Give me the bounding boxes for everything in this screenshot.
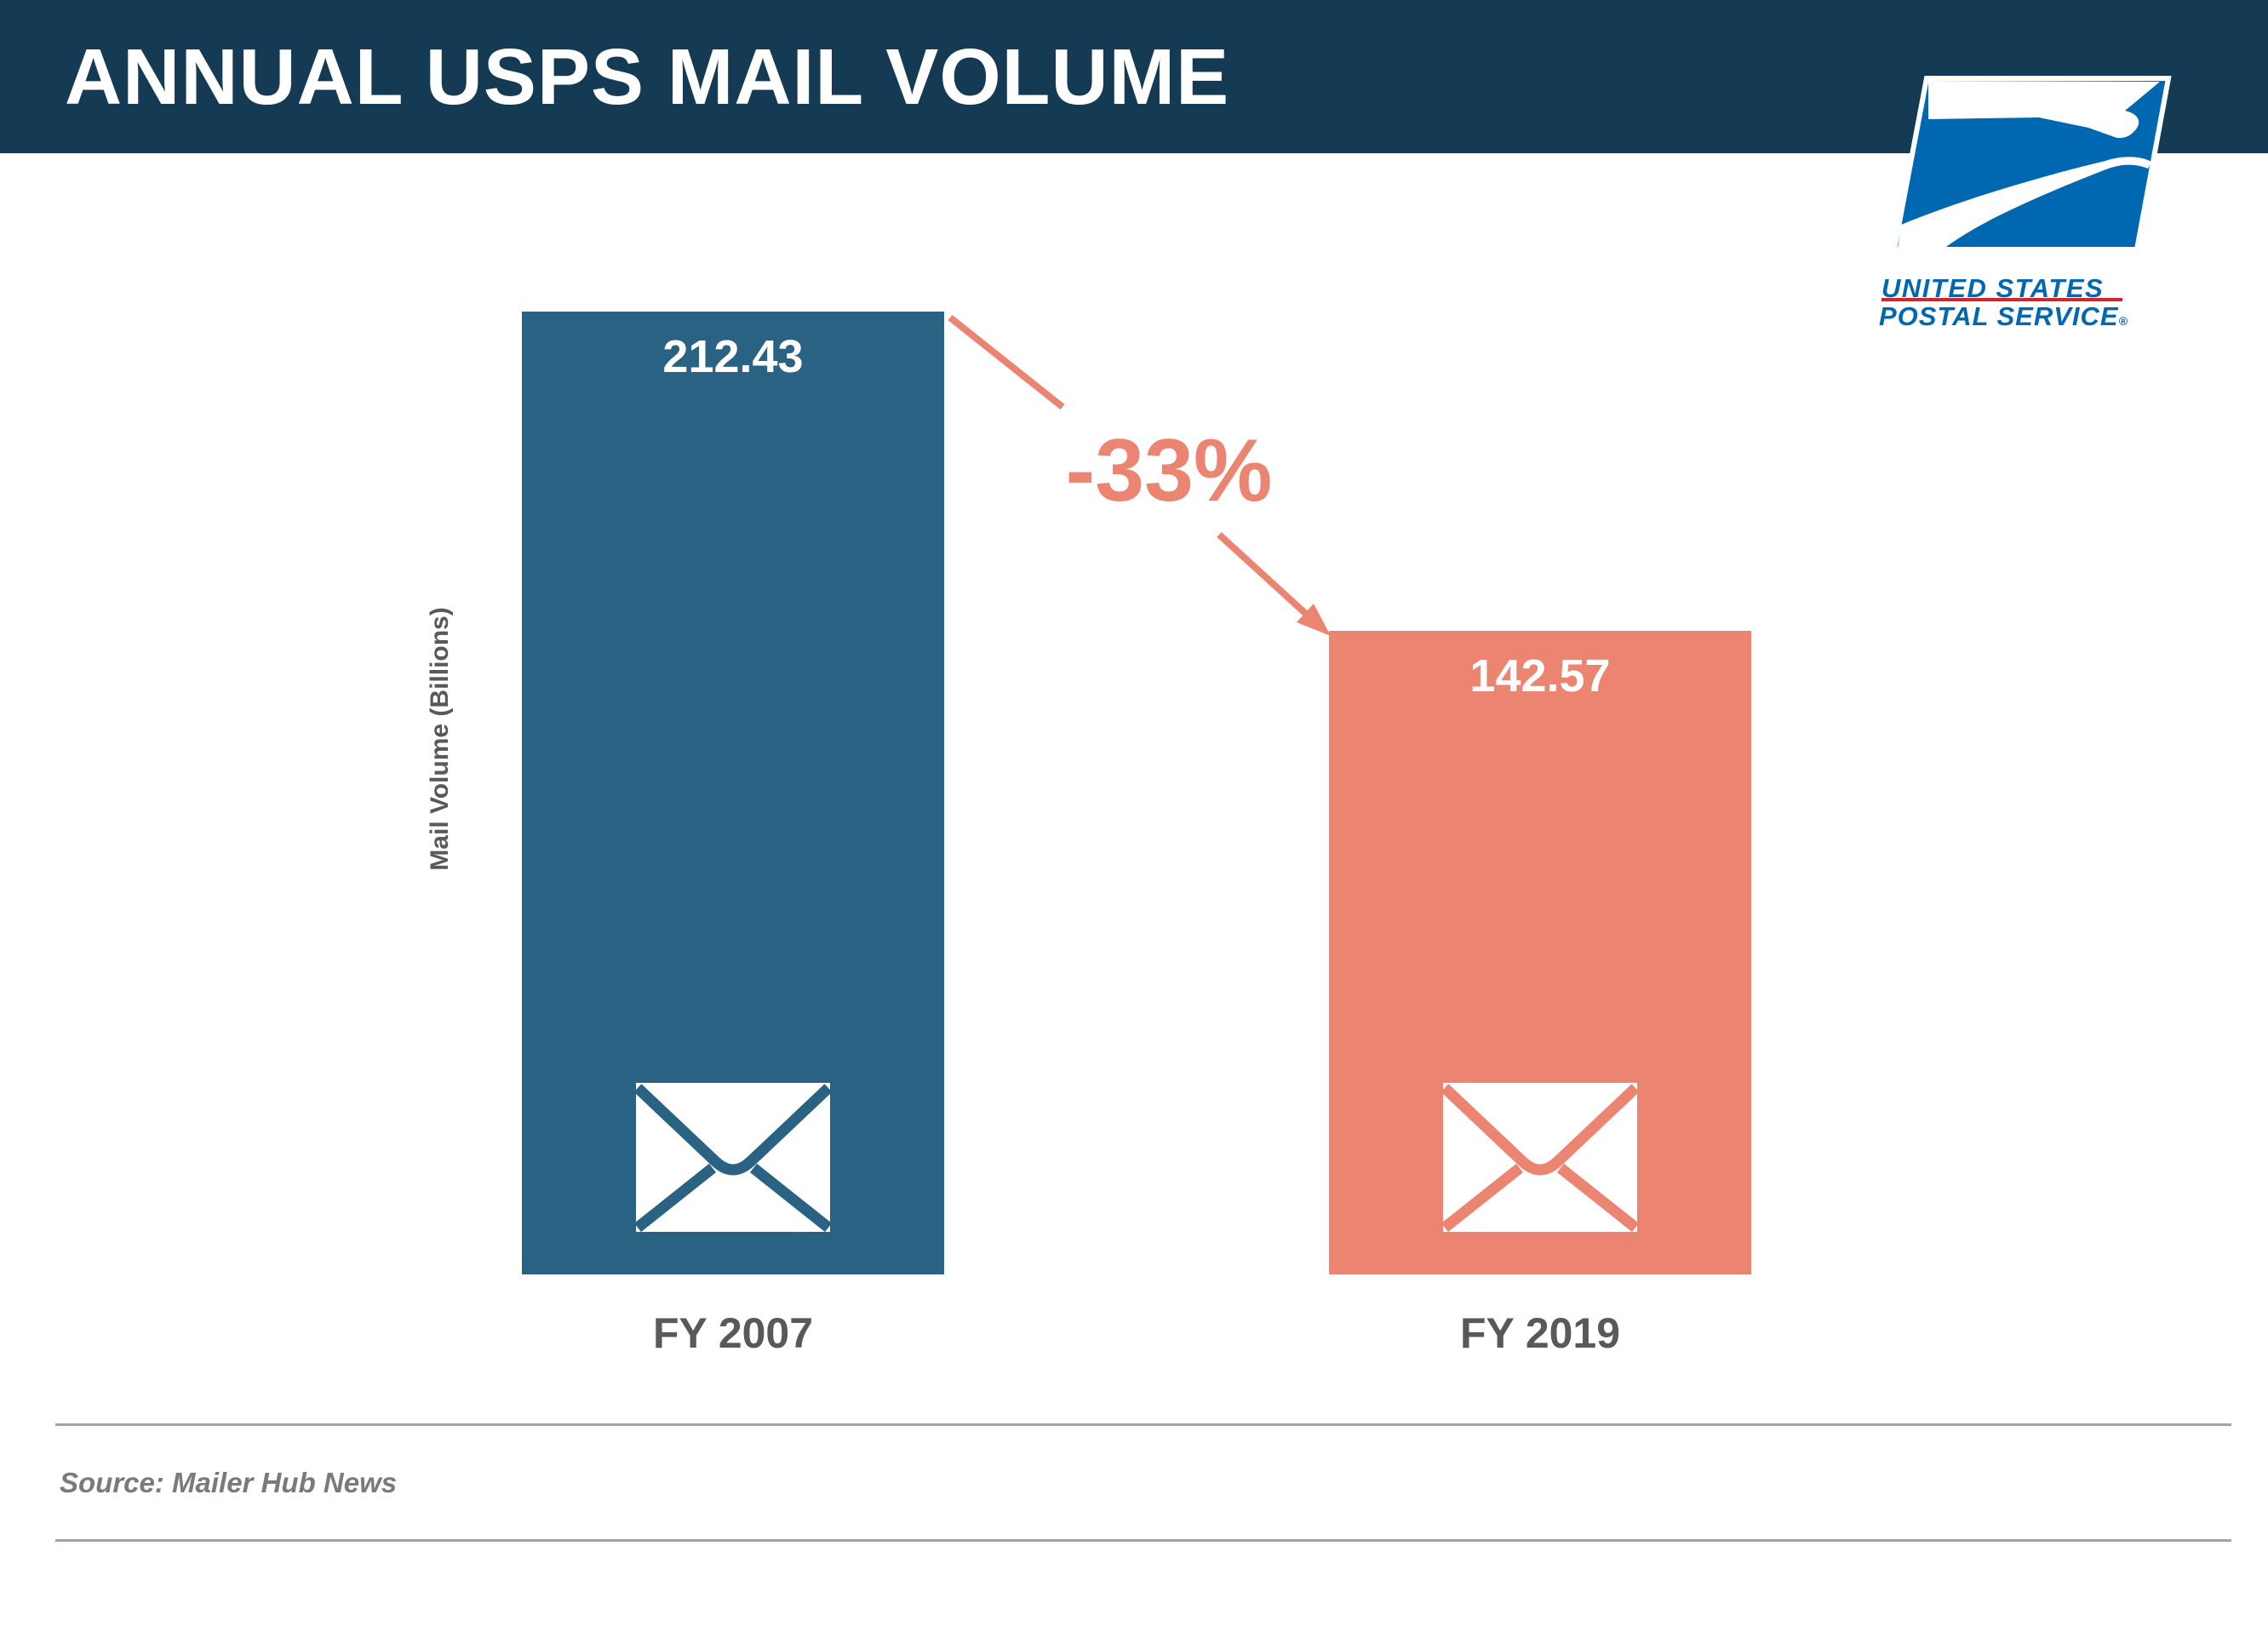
- source-divider-bottom: [55, 1539, 2231, 1542]
- bar-value-fy2007: 212.43: [662, 331, 804, 382]
- x-label-fy2007: FY 2007: [652, 1309, 814, 1357]
- usps-logo: UNITED STATES POSTAL SERVICE®: [1877, 73, 2184, 337]
- envelope-icon: [1443, 1083, 1637, 1232]
- usps-eagle-icon: [1891, 76, 2172, 252]
- usps-wordmark-underline: [1881, 298, 2122, 301]
- usps-wordmark-line2: POSTAL SERVICE®: [1879, 301, 2128, 331]
- decline-annotation: -33%: [1065, 421, 1273, 520]
- bar-fy2007: 212.43: [522, 312, 944, 1274]
- page-title: ANNUAL USPS MAIL VOLUME: [65, 31, 1230, 121]
- y-axis-label: Mail Volume (Billions): [426, 607, 454, 871]
- registered-mark: ®: [2118, 314, 2128, 328]
- bar-fy2019: 142.57: [1329, 631, 1751, 1274]
- bar-value-fy2019: 142.57: [1469, 650, 1611, 701]
- usps-wordmark-line1: UNITED STATES: [1881, 273, 2105, 303]
- page-header: ANNUAL USPS MAIL VOLUME: [0, 0, 2268, 153]
- envelope-icon: [636, 1083, 830, 1232]
- decline-arrow-icon: [948, 314, 1331, 636]
- source-text: Source: Mailer Hub News: [60, 1467, 398, 1498]
- source-divider-top: [55, 1423, 2231, 1426]
- x-label-fy2019: FY 2019: [1459, 1309, 1621, 1357]
